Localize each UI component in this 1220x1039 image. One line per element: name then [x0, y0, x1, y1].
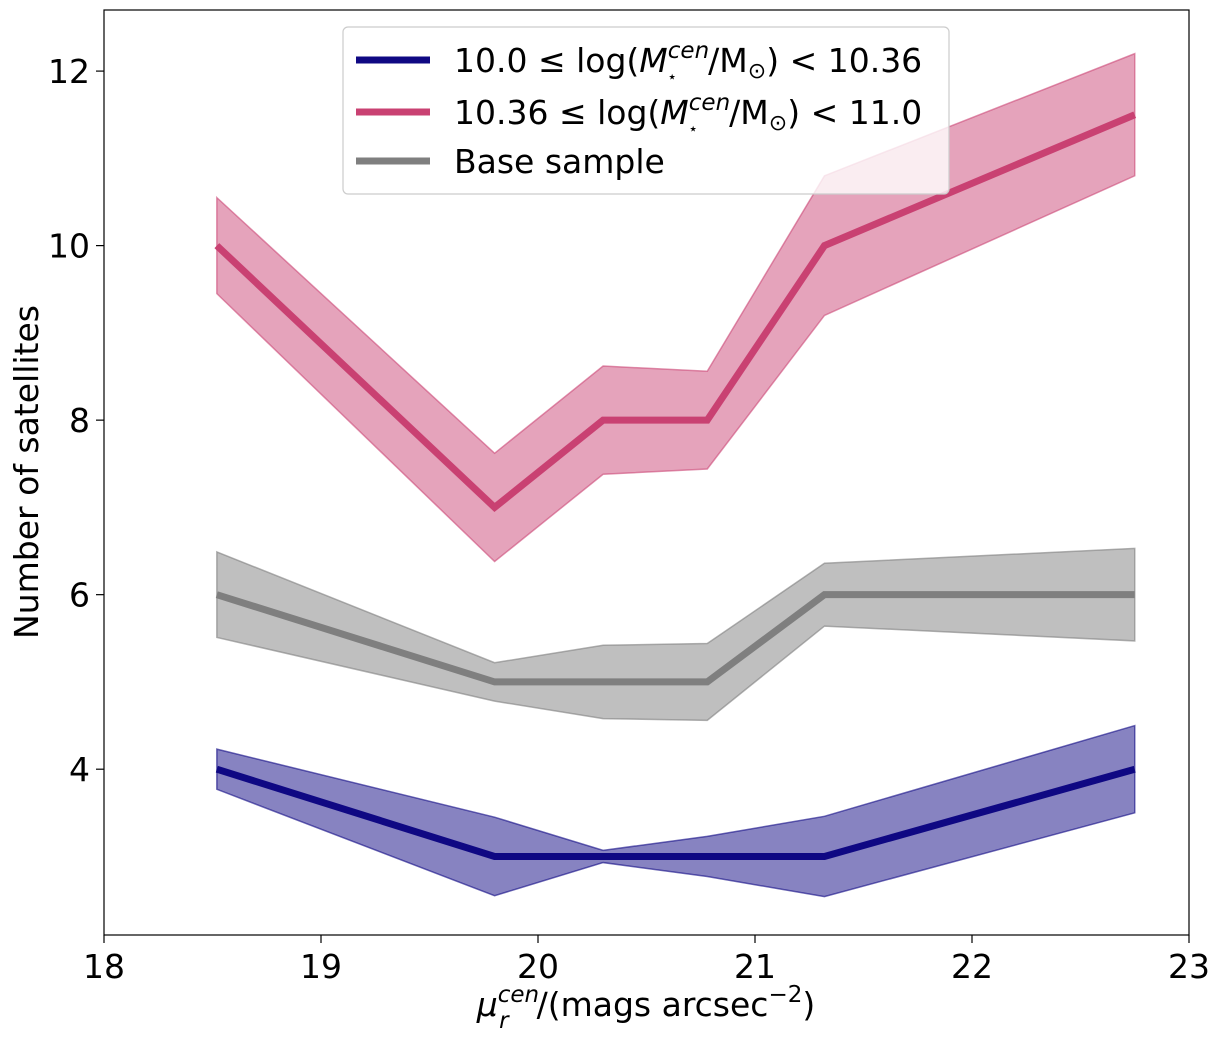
x-tick-label: 22: [951, 947, 993, 986]
y-tick-label: 8: [69, 401, 90, 440]
y-tick-label: 12: [48, 52, 90, 91]
y-axis-label: Number of satellites: [7, 305, 46, 639]
y-tick-label: 6: [69, 576, 90, 615]
legend-box: [342, 26, 950, 195]
legend-label-base-sample: Base sample: [454, 142, 665, 181]
y-tick-label: 10: [48, 227, 90, 266]
plot-frame: [103, 9, 1190, 936]
x-tick-label: 19: [300, 947, 342, 986]
x-tick-label: 23: [1168, 947, 1210, 986]
x-label-close: ): [802, 985, 815, 1024]
series-lines: [214, 111, 1137, 860]
legend-label-low-mass: 10.0 ≤ log(Mcen ⋆/M⊙) < 10.36: [454, 38, 922, 86]
x-label-sup: cen: [498, 982, 539, 1008]
band-low-mass: [216, 724, 1136, 898]
line-low-mass: [215, 765, 1136, 860]
x-label-sub: r: [499, 1008, 510, 1034]
x-tick-label: 18: [83, 947, 125, 986]
x-tick-label: 21: [734, 947, 776, 986]
line-base-sample: [215, 591, 1135, 686]
line-high-mass: [214, 111, 1137, 513]
y-axis-ticks: 4 6 8 10 12: [48, 52, 104, 789]
x-label-units: /(mags arcsec: [537, 985, 769, 1024]
y-tick-label: 4: [69, 750, 90, 789]
x-tick-label: 20: [517, 947, 559, 986]
x-axis-ticks: 18 19 20 21 22 23: [83, 935, 1210, 986]
x-axis-label: μcen r /(mags arcsec−2): [476, 982, 815, 1034]
x-label-exp: −2: [768, 982, 802, 1008]
legend: 10.0 ≤ log(Mcen ⋆/M⊙) < 10.36 10.36 ≤ log…: [342, 26, 950, 195]
legend-label-high-mass: 10.36 ≤ log(Mcen ⋆/M⊙) < 11.0: [454, 90, 922, 138]
x-label-symbol: μ: [476, 985, 498, 1024]
